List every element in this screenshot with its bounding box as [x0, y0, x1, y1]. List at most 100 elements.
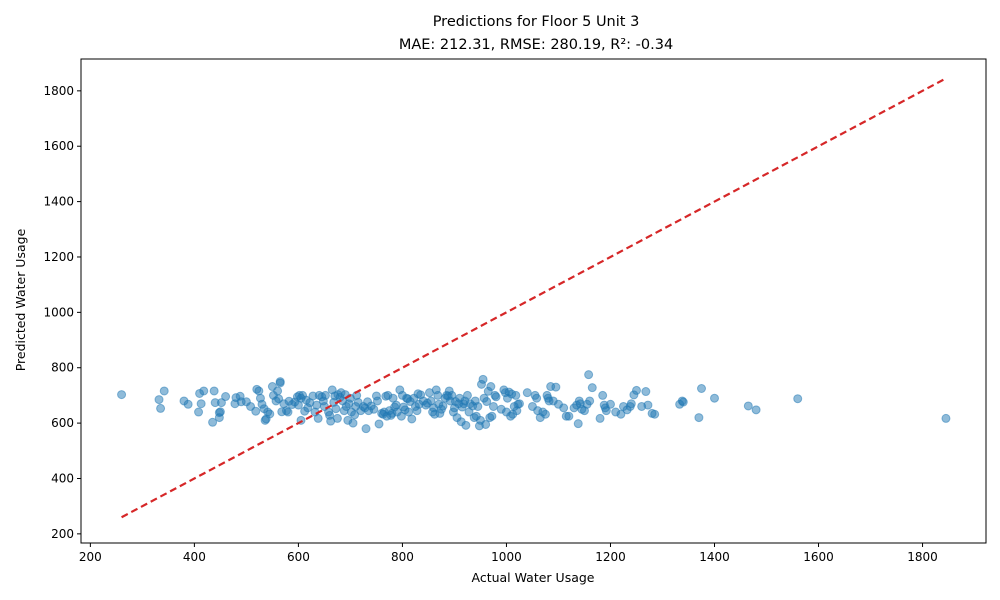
data-point [559, 403, 569, 413]
y-tick-label: 1200 [43, 250, 74, 264]
y-axis-label: Predicted Water Usage [13, 228, 28, 371]
data-point [369, 404, 379, 414]
data-point [941, 413, 951, 423]
x-tick-label: 1200 [595, 550, 626, 564]
x-tick-label: 600 [287, 550, 310, 564]
data-point [372, 396, 382, 406]
data-point [348, 418, 358, 428]
data-point [743, 401, 753, 411]
data-point [601, 406, 611, 416]
x-tick-label: 800 [391, 550, 414, 564]
data-point [283, 407, 293, 417]
data-point [156, 403, 166, 413]
data-point [438, 401, 448, 411]
x-tick-label: 400 [183, 550, 206, 564]
data-point [117, 390, 127, 400]
data-point [710, 393, 719, 403]
data-point [254, 386, 264, 396]
data-point [650, 409, 660, 419]
data-point [751, 405, 761, 415]
data-point [216, 398, 226, 408]
data-point [265, 409, 275, 419]
data-point [473, 401, 483, 411]
x-axis-ticks: 200 400 600 800 1000 1200 1400 1600 1800 [79, 543, 938, 564]
y-tick-label: 400 [51, 471, 74, 485]
data-point [194, 407, 204, 417]
data-point [221, 392, 231, 402]
reference-line-layer [121, 77, 947, 519]
data-point [482, 397, 492, 407]
y-tick-label: 600 [51, 416, 74, 430]
data-point [540, 409, 550, 419]
x-tick-label: 1800 [907, 550, 938, 564]
y-axis-ticks: 200 400 600 800 1000 1200 1400 1600 1800 [43, 84, 81, 541]
data-point [208, 417, 218, 427]
data-point [511, 390, 521, 400]
x-axis-label: Actual Water Usage [471, 570, 594, 585]
y-tick-label: 1400 [43, 195, 74, 209]
data-point [793, 394, 803, 404]
chart-title: Predictions for Floor 5 Unit 3 [433, 14, 640, 30]
perfect-prediction-line [121, 77, 947, 519]
data-point [598, 390, 608, 400]
data-point [573, 419, 583, 429]
data-point [694, 413, 704, 423]
x-tick-label: 200 [79, 550, 102, 564]
data-point [551, 382, 561, 392]
y-tick-label: 1800 [43, 84, 74, 98]
data-point [478, 374, 488, 384]
x-tick-label: 1600 [803, 550, 834, 564]
data-point [199, 386, 209, 396]
data-point [196, 399, 206, 409]
data-point [678, 397, 688, 407]
data-point [209, 386, 219, 396]
data-point [332, 413, 342, 423]
data-point [183, 399, 193, 409]
data-point [159, 386, 169, 396]
data-point [641, 387, 651, 397]
data-point [374, 419, 384, 429]
data-point [514, 399, 524, 409]
points-layer [117, 370, 951, 434]
data-point [251, 406, 261, 416]
data-point [488, 401, 498, 411]
data-point [275, 378, 285, 388]
y-tick-label: 1600 [43, 139, 74, 153]
data-point [320, 390, 330, 400]
data-point [215, 407, 225, 417]
data-point [697, 384, 706, 393]
data-point [313, 413, 323, 423]
chart-title-group: Predictions for Floor 5 Unit 3 MAE: 212.… [399, 14, 673, 53]
data-point [595, 413, 605, 423]
data-point [532, 393, 542, 403]
y-tick-label: 200 [51, 527, 74, 541]
data-point [522, 388, 532, 398]
data-point [631, 385, 641, 395]
data-point [491, 392, 501, 402]
data-point [486, 382, 496, 392]
data-point [154, 395, 164, 405]
data-point [587, 383, 597, 393]
data-point [626, 399, 636, 409]
data-point [616, 409, 626, 419]
y-tick-label: 800 [51, 361, 74, 375]
chart-subtitle: MAE: 212.31, RMSE: 280.19, R²: -0.34 [399, 37, 673, 53]
data-point [481, 419, 491, 429]
x-tick-label: 1400 [699, 550, 730, 564]
data-point [361, 424, 371, 434]
data-point [331, 404, 341, 414]
data-point [487, 411, 497, 421]
data-point [585, 396, 595, 406]
x-tick-label: 1000 [491, 550, 522, 564]
data-point [605, 399, 615, 409]
plot-area-frame [80, 58, 987, 544]
data-point [407, 414, 417, 424]
data-point [564, 411, 574, 421]
data-point [461, 420, 471, 430]
y-tick-label: 1000 [43, 305, 74, 319]
data-point [462, 390, 472, 400]
data-point [273, 386, 283, 396]
data-point [643, 400, 653, 410]
data-point [584, 370, 594, 380]
